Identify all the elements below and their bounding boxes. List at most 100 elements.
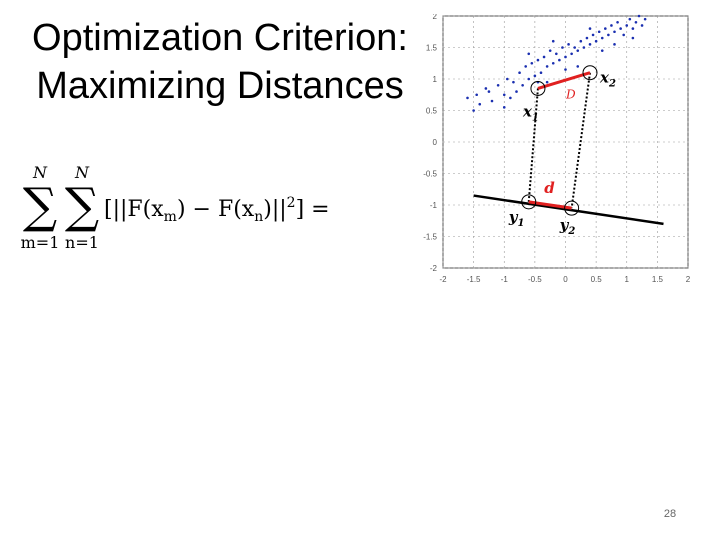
title-line-1: Optimization Criterion:	[32, 17, 408, 59]
projection-connector-2	[570, 72, 591, 209]
sigma-2-icon: ∑	[65, 178, 99, 234]
x-tick-label: 2	[686, 275, 691, 284]
slide-title: Optimization Criterion: Maximizing Dista…	[0, 14, 440, 110]
scatter-point	[484, 87, 488, 90]
scatter-point	[536, 58, 540, 62]
y-tick-label: -1	[430, 201, 438, 210]
point-marker-y1	[521, 194, 537, 210]
scatter-point	[600, 49, 604, 52]
scatter-point	[567, 43, 570, 46]
scatter-point	[496, 84, 500, 87]
y-tick-label: 0.5	[426, 107, 438, 116]
scatter-point	[585, 36, 589, 40]
point-marker-x2	[582, 65, 598, 81]
x-tick-label: 1.5	[652, 275, 664, 284]
projection-line	[473, 194, 664, 226]
sigma-1-icon: ∑	[23, 178, 57, 234]
scatter-point	[634, 21, 638, 24]
scatter-plot: -2 -1.5 -1 -0.5 0 0.5 1 1.5 2 2 1.5 1 0.5 0 -0.5 -1 -1.5…	[415, 12, 705, 294]
scatter-point	[518, 71, 521, 74]
scatter-point	[472, 109, 475, 112]
scatter-point	[512, 80, 515, 84]
x-tick-label: 0	[563, 275, 568, 284]
y-tick-label: -1.5	[423, 233, 437, 242]
scatter-point	[545, 80, 549, 84]
scatter-point	[613, 30, 616, 34]
scatter-point	[548, 49, 552, 52]
scatter-point	[487, 90, 491, 93]
scatter-point	[521, 84, 524, 87]
point-marker-x1	[530, 80, 546, 96]
formula-expression: [||F(xm) − F(xn)||2] =	[104, 195, 330, 225]
x-tick-label: -1.5	[467, 275, 481, 284]
y-tick-label: -2	[430, 264, 438, 273]
label-d: d	[544, 179, 555, 197]
scatter-point	[527, 52, 531, 56]
scatter-point	[576, 49, 580, 52]
label-D: D	[565, 88, 576, 102]
scatter-point	[509, 96, 512, 100]
x-tick-label: -1	[501, 275, 509, 284]
scatter-point	[558, 58, 561, 62]
x-tick-label: -2	[439, 275, 447, 284]
scatter-point	[613, 43, 616, 46]
scatter-point	[478, 102, 482, 106]
scatter-point	[545, 65, 549, 68]
scatter-point	[616, 21, 619, 24]
scatter-point	[570, 52, 573, 56]
sum1-lower: m=1	[21, 233, 60, 252]
sum2-upper: N	[74, 163, 90, 182]
x-tick-label: -0.5	[528, 275, 542, 284]
scatter-point	[539, 71, 543, 74]
y-tick-label: 1	[433, 75, 438, 84]
scatter-point	[588, 43, 592, 46]
scatter-plot-svg: -2 -1.5 -1 -0.5 0 0.5 1 1.5 2 2 1.5 1 0.5 0 -0.5 -1 -1.5…	[423, 12, 691, 284]
x-tick-label: 0.5	[591, 275, 603, 284]
scatter-point	[490, 99, 494, 103]
y-tick-label: 1.5	[426, 44, 438, 53]
scatter-point	[643, 17, 647, 21]
scatter-point	[515, 90, 518, 93]
label-y1: y1	[508, 208, 525, 229]
scatter-point	[524, 65, 527, 68]
distance-D-line	[537, 71, 591, 90]
sum1-upper: N	[32, 163, 48, 182]
scatter-point	[502, 106, 506, 109]
scatter-point	[610, 24, 613, 27]
scatter-point	[631, 36, 635, 40]
scatter-point	[640, 24, 644, 27]
title-line-2: Maximizing Distances	[36, 65, 404, 107]
page-number: 28	[663, 508, 677, 520]
x-tick-label: 1	[625, 275, 630, 284]
scatter-point	[594, 39, 598, 43]
scatter-point	[591, 33, 595, 37]
scatter-point	[628, 17, 632, 21]
label-x2: x2	[599, 69, 616, 90]
scatter-point	[622, 33, 625, 37]
scatter-point	[576, 65, 580, 68]
scatter-point	[600, 36, 604, 40]
scatter-point	[631, 27, 635, 30]
scatter-point	[579, 39, 583, 43]
scatter-point	[564, 68, 567, 71]
label-x1: x1	[522, 102, 539, 123]
y-tick-label: 0	[433, 138, 438, 147]
scatter-point	[551, 61, 555, 65]
scatter-point	[564, 55, 567, 59]
sum2-lower: n=1	[65, 233, 99, 252]
scatter-point	[530, 61, 534, 65]
scatter-point	[607, 33, 610, 37]
scatter-point	[551, 39, 555, 43]
distance-formula: N ∑ m=1 N ∑ n=1 [||F(xm) − F(xn)||2] =	[0, 160, 420, 270]
scatter-point	[502, 93, 506, 97]
point-marker-y2	[564, 200, 580, 216]
scatter-point	[533, 74, 537, 78]
y-tick-label: 2	[433, 14, 438, 21]
y-tick-label: -0.5	[423, 170, 437, 179]
scatter-point	[555, 52, 558, 56]
scatter-point	[597, 30, 601, 34]
scatter-point	[573, 46, 576, 49]
scatter-point	[588, 27, 592, 30]
scatter-point	[619, 27, 622, 30]
scatter-point	[604, 27, 607, 30]
